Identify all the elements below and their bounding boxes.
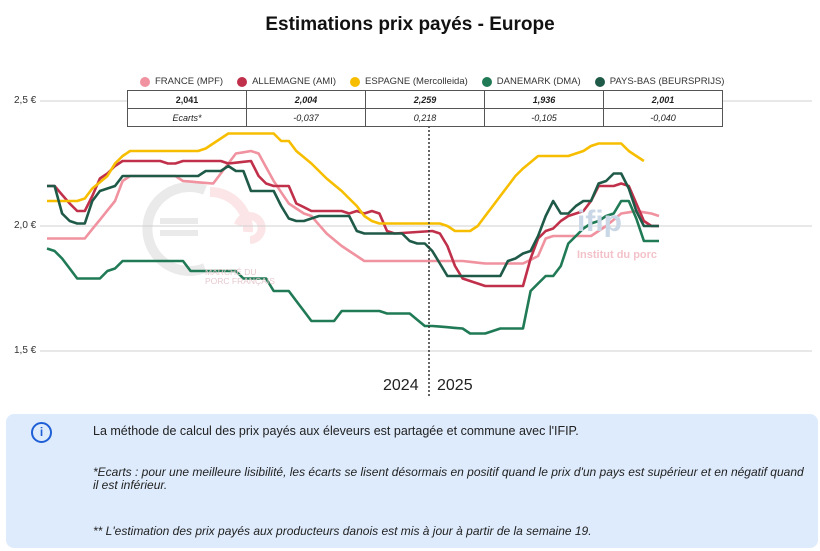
price-france: 2,041 bbox=[127, 90, 247, 109]
ecart-allemagne: -0,037 bbox=[246, 108, 366, 127]
chart-title: Estimations prix payés - Europe bbox=[265, 14, 555, 35]
price-row: 2,041 2,004 2,259 1,936 2,001 bbox=[127, 90, 723, 109]
legend-dot bbox=[481, 76, 492, 87]
mpf-watermark-text: MARCHÉ DU PORC FRANÇAIS bbox=[205, 267, 275, 286]
ifip-watermark-sub: Institut du porc bbox=[577, 249, 658, 261]
price-espagne: 2,259 bbox=[365, 90, 485, 109]
y-tick-label: 2,5 € bbox=[14, 95, 37, 106]
price-allemagne: 2,004 bbox=[246, 90, 366, 109]
y-tick-label: 1,5 € bbox=[14, 345, 37, 356]
mpf-watermark-logo bbox=[142, 182, 266, 276]
legend-dot bbox=[350, 76, 361, 87]
year-label-2025: 2025 bbox=[437, 377, 473, 394]
legend-item-pays-bas[interactable]: PAYS-BAS (BEURSPRIJS) bbox=[594, 76, 724, 87]
legend-item-france[interactable]: FRANCE (MPF) bbox=[140, 76, 223, 87]
info-text-ecarts: *Ecarts : pour une meilleure lisibilité,… bbox=[93, 465, 804, 492]
info-box: i La méthode de calcul des prix payés au… bbox=[6, 414, 818, 548]
ecarts-label: Ecarts* bbox=[127, 108, 247, 127]
ecart-espagne: 0,218 bbox=[365, 108, 485, 127]
ifip-watermark: ifip bbox=[577, 205, 622, 238]
series-line-espagne bbox=[47, 132, 645, 233]
info-text-method: La méthode de calcul des prix payés aux … bbox=[93, 424, 579, 438]
ecart-pays-bas: -0,040 bbox=[603, 108, 723, 127]
legend-dot bbox=[237, 76, 248, 87]
series-line-allemagne bbox=[47, 159, 659, 288]
legend-item-espagne[interactable]: ESPAGNE (Mercolleida) bbox=[350, 76, 468, 87]
legend-dot bbox=[140, 76, 150, 87]
legend-item-danemark[interactable]: DANEMARK (DMA) bbox=[481, 76, 581, 87]
info-icon: i bbox=[31, 422, 52, 443]
legend-dot bbox=[594, 76, 605, 87]
y-tick-label: 2,0 € bbox=[14, 220, 37, 231]
ecarts-row: Ecarts* -0,037 0,218 -0,105 -0,040 bbox=[127, 108, 723, 127]
legend-item-allemagne[interactable]: ALLEMAGNE (AMI) bbox=[237, 76, 336, 87]
price-pays-bas: 2,001 bbox=[603, 90, 723, 109]
price-table: 2,041 2,004 2,259 1,936 2,001 Ecarts* -0… bbox=[127, 90, 723, 127]
series-line-pays-bas bbox=[47, 164, 659, 278]
price-danemark: 1,936 bbox=[484, 90, 604, 109]
info-text-danemark: ** L'estimation des prix payés aux produ… bbox=[93, 524, 592, 538]
ecart-danemark: -0,105 bbox=[484, 108, 604, 127]
series-line-danemark bbox=[46, 199, 659, 335]
year-label-2024: 2024 bbox=[383, 377, 419, 394]
legend: FRANCE (MPF) ALLEMAGNE (AMI) ESPAGNE (Me… bbox=[140, 76, 724, 87]
